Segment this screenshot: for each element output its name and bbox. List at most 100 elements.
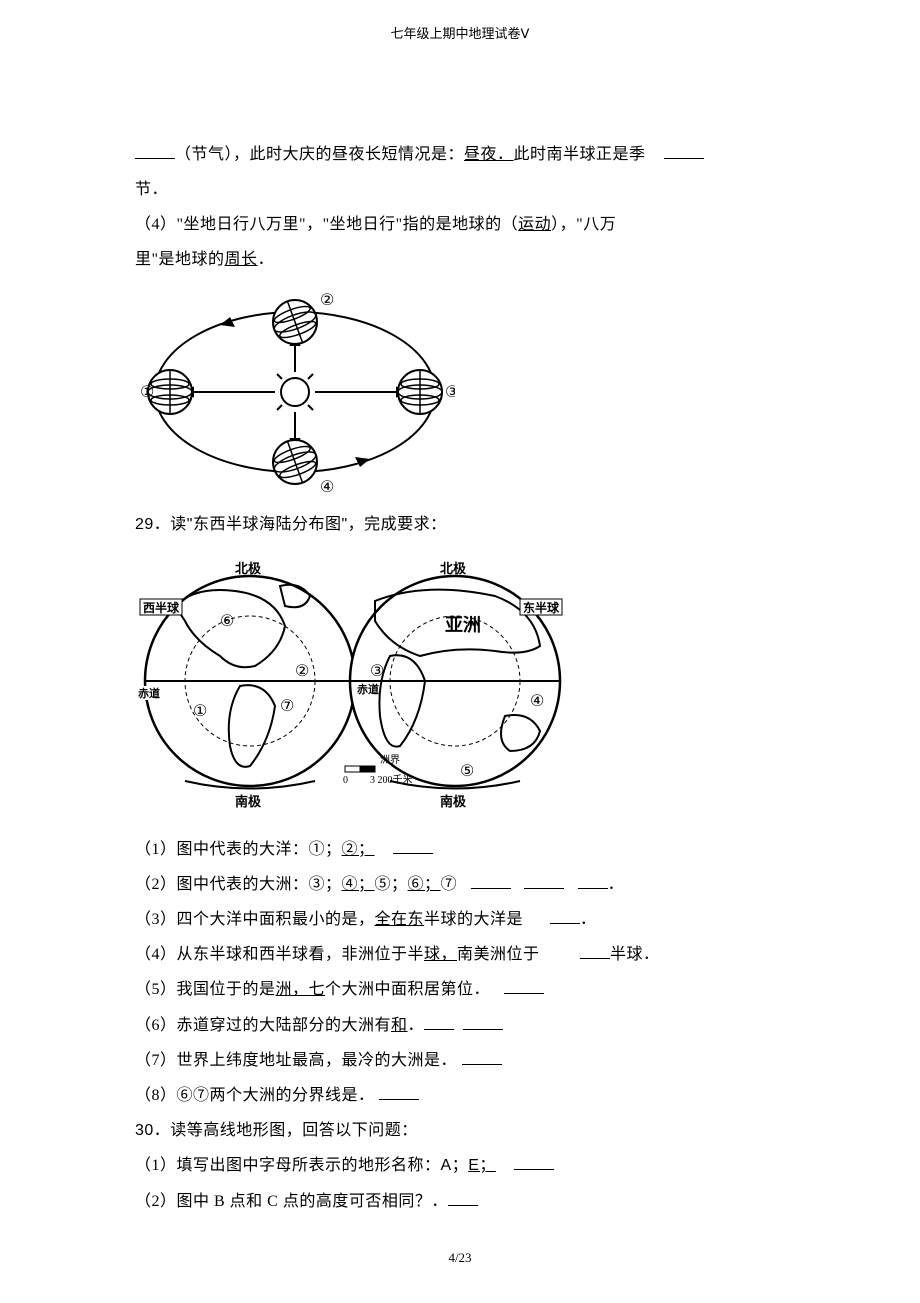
label-2: ② xyxy=(320,292,334,309)
svg-text:洲界: 洲界 xyxy=(380,754,400,766)
text: （6）赤道穿过的大陆部分的大洲有 xyxy=(135,1017,391,1034)
text: （7）世界上纬度地址最高，最冷的大洲是． xyxy=(135,1052,457,1069)
q29-i1: （1）图中代表的大洋：①；②； xyxy=(135,832,785,867)
page-footer: 4/23 xyxy=(0,1244,920,1273)
text: ⑦ xyxy=(441,876,458,893)
text: ． xyxy=(408,1017,425,1034)
blank xyxy=(550,906,580,924)
svg-text:0: 0 xyxy=(343,775,348,786)
text: （1）填写出图中字母所表示的地形名称： xyxy=(135,1157,441,1174)
text: ． xyxy=(258,251,275,268)
text-underline: 和 xyxy=(391,1017,408,1034)
text-underline: ⑥； xyxy=(408,876,441,893)
text-underline: E； xyxy=(468,1157,496,1174)
blank xyxy=(664,141,704,159)
q29-i2: （2）图中代表的大洲：③；④；⑤；⑥；⑦ ． xyxy=(135,867,785,902)
text: 半球的大洋是 xyxy=(424,911,523,928)
text: 半球． xyxy=(610,946,660,963)
blank xyxy=(514,1152,554,1170)
svg-text:北极: 北极 xyxy=(440,561,467,576)
content-area: （节气），此时大庆的昼夜长短情况是：昼夜．此时南半球正是季 节． （4）"坐地日… xyxy=(0,137,920,1219)
svg-text:西半球: 西半球 xyxy=(143,600,180,615)
svg-text:②: ② xyxy=(295,663,309,680)
svg-text:⑦: ⑦ xyxy=(280,698,294,715)
text: 南美洲位于 xyxy=(457,946,540,963)
text: （2）图中代表的大洲：③； xyxy=(135,876,342,893)
svg-text:南极: 南极 xyxy=(235,794,262,809)
blank xyxy=(379,1082,419,1100)
text: 30．读等高线地形图，回答以下问题： xyxy=(135,1122,418,1139)
text-underline: ②； xyxy=(342,841,375,858)
text: 个大洲中面积居第位． xyxy=(325,981,490,998)
blank xyxy=(462,1047,502,1065)
page-header: 七年级上期中地理试卷Ⅴ xyxy=(0,20,920,49)
q30-title: 30．读等高线地形图，回答以下问题： xyxy=(135,1113,785,1148)
para-4-line1: （4）"坐地日行八万里"，"坐地日行"指的是地球的（运动），"八万 xyxy=(135,207,785,242)
label-4: ④ xyxy=(320,479,334,496)
text: 29．读"东西半球海陆分布图"，完成要求： xyxy=(135,516,447,533)
text: ． xyxy=(580,911,597,928)
svg-text:赤道: 赤道 xyxy=(138,686,160,700)
text: 节． xyxy=(135,181,168,198)
svg-text:④: ④ xyxy=(530,693,544,710)
blank xyxy=(463,1012,503,1030)
q30-i1: （1）填写出图中字母所表示的地形名称：A；E； xyxy=(135,1148,785,1183)
svg-text:3 200千米: 3 200千米 xyxy=(370,773,413,786)
text: （4）从东半球和西半球看，非洲位于半 xyxy=(135,946,424,963)
text: （4）"坐地日行八万里"，"坐地日行"指的是地球的（ xyxy=(135,216,518,233)
q29-i5: （5）我国位于的是洲，七个大洲中面积居第位． xyxy=(135,972,785,1007)
text: A； xyxy=(441,1157,469,1174)
text: （1）图中代表的大洋：①； xyxy=(135,841,342,858)
text: （节气），此时大庆的昼夜长短情况是： xyxy=(175,146,464,163)
para-3-line2: 节． xyxy=(135,172,785,207)
svg-text:①: ① xyxy=(193,703,207,720)
text: 此时南半球正是季 xyxy=(514,146,646,163)
svg-text:⑤: ⑤ xyxy=(460,763,474,780)
text: ． xyxy=(608,876,625,893)
text-underline: 运动 xyxy=(518,216,551,233)
svg-text:⑥: ⑥ xyxy=(220,613,234,630)
blank xyxy=(424,1012,454,1030)
para-4-line2: 里"是地球的周长． xyxy=(135,242,785,277)
text: 里"是地球的 xyxy=(135,251,225,268)
svg-text:③: ③ xyxy=(370,663,384,680)
text: ），"八万 xyxy=(551,216,616,233)
blank xyxy=(471,871,511,889)
blank xyxy=(135,141,175,159)
text-underline: ④； xyxy=(342,876,375,893)
orbit-diagram: ① ② ③ ④ xyxy=(135,287,785,497)
svg-text:北极: 北极 xyxy=(235,561,262,576)
blank xyxy=(580,941,610,959)
label-3: ③ xyxy=(445,384,455,401)
q29-i6: （6）赤道穿过的大陆部分的大洲有和． xyxy=(135,1008,785,1043)
text: ⑤； xyxy=(375,876,408,893)
text-underline: 昼 xyxy=(464,146,481,163)
text-underline: 洲，七 xyxy=(276,981,326,998)
q29-i3: （3）四个大洋中面积最小的是，全在东半球的大洋是 ． xyxy=(135,902,785,937)
blank xyxy=(504,976,544,994)
text: （3）四个大洋中面积最小的是， xyxy=(135,911,375,928)
hemisphere-diagram: 北极 北极 南极 南极 西半球 东半球 赤道 赤道 亚洲 ① ② ③ ④ ⑤ ⑥… xyxy=(135,551,785,824)
q30-i2: （2）图中 B 点和 C 点的高度可否相同？． xyxy=(135,1184,785,1219)
blank xyxy=(524,871,564,889)
text: （5）我国位于的是 xyxy=(135,981,276,998)
text-underline: 夜． xyxy=(481,146,514,163)
text-underline: 周长 xyxy=(225,251,258,268)
q29-i8: （8）⑥⑦两个大洲的分界线是． xyxy=(135,1078,785,1113)
svg-text:赤道: 赤道 xyxy=(357,682,379,696)
blank xyxy=(393,836,433,854)
svg-text:南极: 南极 xyxy=(440,794,467,809)
svg-text:东半球: 东半球 xyxy=(523,600,560,615)
q29-i7: （7）世界上纬度地址最高，最冷的大洲是． xyxy=(135,1043,785,1078)
text: （8）⑥⑦两个大洲的分界线是． xyxy=(135,1087,375,1104)
text-underline: 全在东 xyxy=(375,911,425,928)
q29-i4: （4）从东半球和西半球看，非洲位于半球，南美洲位于 半球． xyxy=(135,937,785,972)
blank xyxy=(448,1188,478,1206)
label-1: ① xyxy=(140,384,154,401)
para-3-line1: （节气），此时大庆的昼夜长短情况是：昼夜．此时南半球正是季 xyxy=(135,137,785,172)
q29-title: 29．读"东西半球海陆分布图"，完成要求： xyxy=(135,507,785,542)
text-underline: 球， xyxy=(424,946,457,963)
svg-text:亚洲: 亚洲 xyxy=(445,615,481,635)
blank xyxy=(578,871,608,889)
text: （2）图中 B 点和 C 点的高度可否相同？． xyxy=(135,1193,448,1210)
